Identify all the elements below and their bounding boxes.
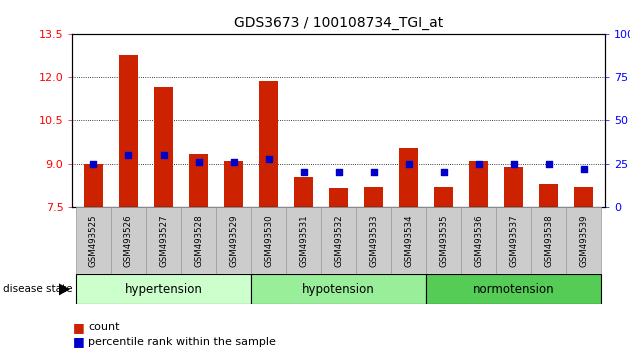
Point — [438, 170, 449, 175]
Point — [88, 161, 98, 167]
Point — [229, 159, 239, 165]
Point — [123, 152, 134, 158]
Point — [333, 170, 343, 175]
Text: GSM493537: GSM493537 — [509, 215, 518, 267]
Point — [299, 170, 309, 175]
Point — [369, 170, 379, 175]
Text: GSM493539: GSM493539 — [580, 215, 588, 267]
Bar — [251, 207, 286, 274]
Bar — [321, 207, 356, 274]
Text: hypotension: hypotension — [302, 283, 375, 296]
Polygon shape — [59, 283, 70, 296]
Text: GSM493528: GSM493528 — [194, 215, 203, 267]
Bar — [76, 274, 251, 304]
Text: GSM493536: GSM493536 — [474, 215, 483, 267]
Bar — [574, 187, 593, 207]
Bar — [469, 161, 488, 207]
Text: GSM493534: GSM493534 — [404, 215, 413, 267]
Text: GSM493532: GSM493532 — [334, 215, 343, 267]
Bar — [426, 274, 601, 304]
Text: GSM493533: GSM493533 — [369, 215, 378, 267]
Bar — [364, 187, 383, 207]
Text: ■: ■ — [72, 335, 84, 348]
Bar — [154, 87, 173, 207]
Bar — [391, 207, 426, 274]
Point — [579, 166, 589, 172]
Text: GSM493530: GSM493530 — [264, 215, 273, 267]
Text: percentile rank within the sample: percentile rank within the sample — [88, 337, 276, 347]
Point — [159, 152, 169, 158]
Bar — [286, 207, 321, 274]
Bar — [539, 184, 558, 207]
Point — [544, 161, 554, 167]
Text: GSM493538: GSM493538 — [544, 215, 553, 267]
Bar — [146, 207, 181, 274]
Point — [193, 159, 203, 165]
Text: GSM493526: GSM493526 — [124, 215, 133, 267]
Text: GSM493527: GSM493527 — [159, 215, 168, 267]
Bar — [189, 154, 208, 207]
Bar — [531, 207, 566, 274]
Point — [474, 161, 484, 167]
Text: GSM493529: GSM493529 — [229, 215, 238, 267]
Point — [404, 161, 414, 167]
Bar — [119, 55, 138, 207]
Bar — [251, 274, 426, 304]
Bar — [181, 207, 216, 274]
Bar — [224, 161, 243, 207]
Title: GDS3673 / 100108734_TGI_at: GDS3673 / 100108734_TGI_at — [234, 16, 444, 30]
Point — [263, 156, 273, 161]
Bar — [399, 148, 418, 207]
Text: hypertension: hypertension — [125, 283, 202, 296]
Text: ■: ■ — [72, 321, 84, 334]
Bar — [461, 207, 496, 274]
Bar — [434, 187, 454, 207]
Bar — [111, 207, 146, 274]
Text: GSM493535: GSM493535 — [439, 215, 448, 267]
Bar — [496, 207, 531, 274]
Bar — [426, 207, 461, 274]
Bar — [259, 81, 278, 207]
Bar — [294, 177, 313, 207]
Text: GSM493531: GSM493531 — [299, 215, 308, 267]
Point — [508, 161, 518, 167]
Bar — [216, 207, 251, 274]
Bar — [566, 207, 601, 274]
Bar — [76, 207, 111, 274]
Text: GSM493525: GSM493525 — [89, 215, 98, 267]
Text: disease state: disease state — [3, 284, 72, 295]
Bar — [356, 207, 391, 274]
Bar — [329, 188, 348, 207]
Text: normotension: normotension — [473, 283, 554, 296]
Bar — [504, 167, 524, 207]
Bar — [84, 164, 103, 207]
Text: count: count — [88, 322, 120, 332]
